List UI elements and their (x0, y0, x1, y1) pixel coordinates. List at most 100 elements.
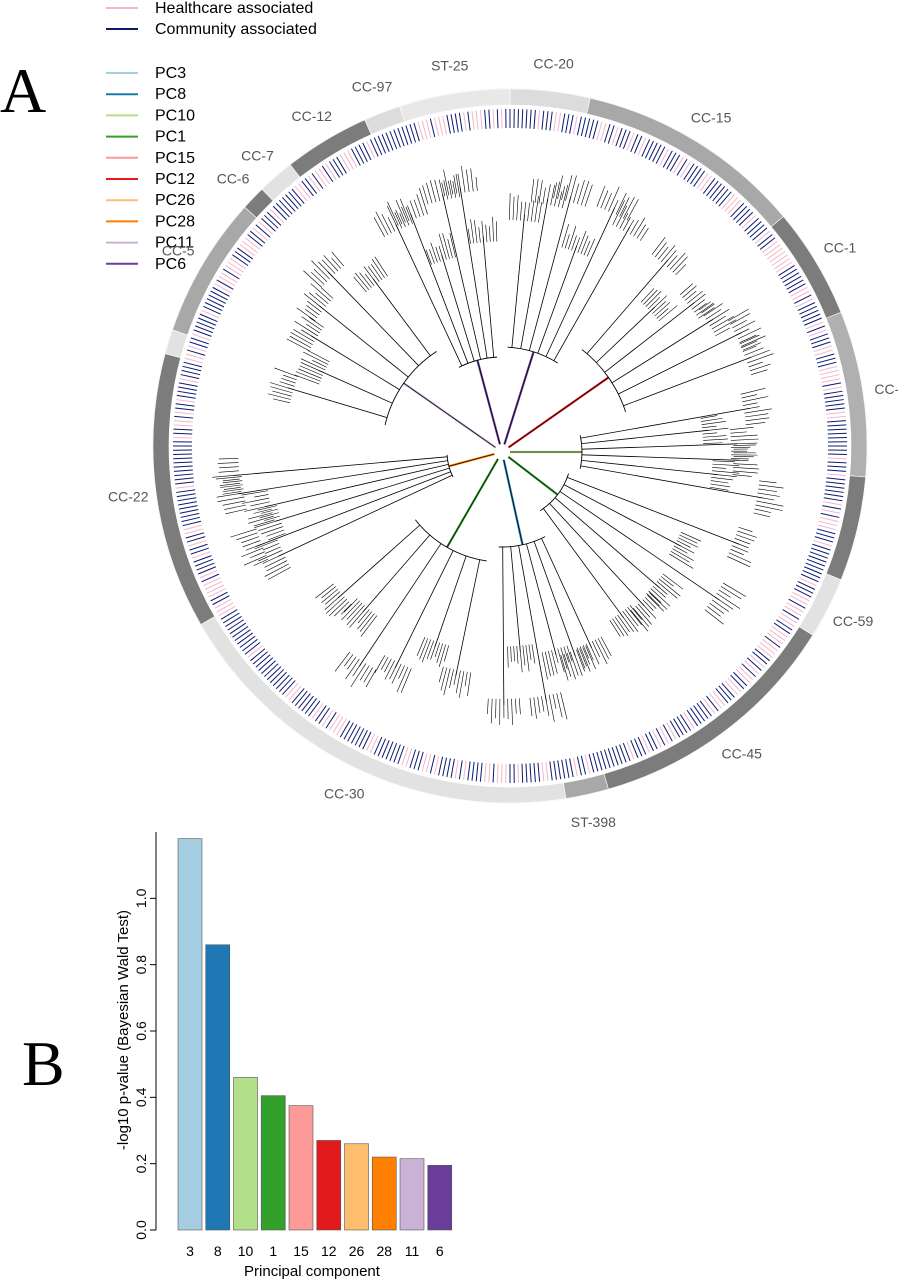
y-tick-label: 1.0 (133, 888, 149, 908)
tree-arc (581, 349, 627, 412)
isolate-tick (438, 116, 444, 136)
tree-tip (222, 491, 242, 495)
isolate-tick (676, 716, 688, 734)
tree-tip (359, 272, 372, 288)
tree-tip (363, 266, 377, 284)
isolate-tick (825, 481, 845, 485)
tree-tip (702, 427, 729, 432)
tree-tip (222, 488, 244, 493)
isolate-tick (626, 132, 635, 151)
tree-tip (328, 598, 347, 617)
isolate-tick (186, 536, 206, 543)
isolate-tick (269, 669, 285, 684)
isolate-tick (721, 194, 735, 210)
tree-tip (443, 668, 451, 696)
tree-tip (619, 612, 635, 632)
isolate-tick (788, 283, 806, 294)
isolate-tick (780, 268, 798, 280)
isolate-tick (484, 763, 487, 783)
isolate-tick (784, 605, 802, 617)
tree-branch (358, 543, 442, 667)
isolate-tick (173, 424, 193, 427)
tree-tip (544, 651, 551, 677)
isolate-tick (569, 114, 574, 134)
tree-branch (508, 377, 609, 448)
isolate-tick (673, 718, 684, 736)
tree-tip (704, 609, 724, 625)
isolate-tick (754, 230, 770, 244)
tree-tip (711, 599, 729, 612)
tree-tip (576, 647, 586, 669)
tree-tip (640, 288, 655, 303)
isolate-tick (463, 112, 467, 132)
isolate-tick (824, 493, 844, 498)
isolate-tick (762, 638, 778, 652)
isolate-tick (549, 111, 553, 131)
isolate-tick (573, 757, 578, 777)
tree-tip (745, 422, 766, 425)
tree-tip (710, 480, 729, 484)
isolate-tick (764, 635, 781, 648)
isolate-tick (818, 365, 838, 372)
isolate-tick (175, 407, 195, 411)
tree-branch (541, 538, 592, 649)
bar (316, 1140, 342, 1231)
isolate-tick (553, 760, 557, 780)
tree-branch (318, 369, 393, 404)
tree-tip (248, 515, 274, 524)
tree-tip (582, 644, 589, 659)
isolate-tick (496, 109, 499, 129)
isolate-tick (181, 516, 201, 523)
tree-tip (687, 290, 703, 304)
isolate-tick (385, 741, 394, 760)
isolate-tick (454, 759, 459, 779)
tree-tip (731, 545, 749, 553)
tree-tip (712, 467, 727, 469)
tree-tip (715, 327, 731, 337)
isolate-tick (347, 150, 358, 168)
tree-tip (554, 181, 561, 207)
tree-tip (447, 239, 453, 259)
isolate-tick (304, 178, 318, 194)
isolate-tick (450, 114, 455, 133)
isolate-tick (269, 208, 285, 223)
isolate-tick (795, 584, 814, 594)
tree-tip (745, 349, 770, 360)
isolate-tick (826, 477, 846, 481)
tree-branch (503, 459, 523, 545)
tree-tip (633, 217, 646, 237)
tree-tip (596, 185, 606, 207)
tree-tip (594, 639, 608, 665)
tree-tip (720, 586, 742, 600)
tree-tip (636, 224, 646, 239)
isolate-tick (184, 528, 204, 535)
isolate-tick (193, 555, 212, 563)
tree-tip (755, 504, 783, 511)
isolate-tick (220, 272, 238, 283)
isolate-tick (261, 218, 276, 232)
isolate-tick (799, 305, 817, 315)
isolate-tick (822, 382, 842, 387)
isolate-tick (592, 120, 599, 140)
bar (399, 1158, 425, 1231)
clade-segment (200, 616, 567, 804)
isolate-tick (541, 110, 545, 130)
isolate-tick (336, 718, 347, 736)
legend-principal-components: PC3 PC8 PC10 PC1 PC15 PC12 PC26 PC28 PC11 PC6 (106, 65, 195, 273)
tree-tip (586, 238, 596, 257)
tree-tip (652, 585, 666, 598)
tree-tip (660, 576, 674, 587)
tree-tip (577, 230, 587, 253)
y-tick-label: 0.8 (133, 955, 149, 975)
isolate-tick (332, 158, 344, 176)
isolate-tick (288, 191, 302, 207)
tree-tip (515, 698, 517, 714)
tree-tip (588, 642, 600, 665)
tree-tip (537, 696, 541, 714)
tree-tip (331, 251, 344, 267)
tree-tip (321, 259, 336, 274)
isolate-tick (676, 158, 688, 176)
tree-tip (619, 197, 630, 217)
tree-tip (374, 655, 386, 673)
tree-tip (576, 649, 585, 672)
